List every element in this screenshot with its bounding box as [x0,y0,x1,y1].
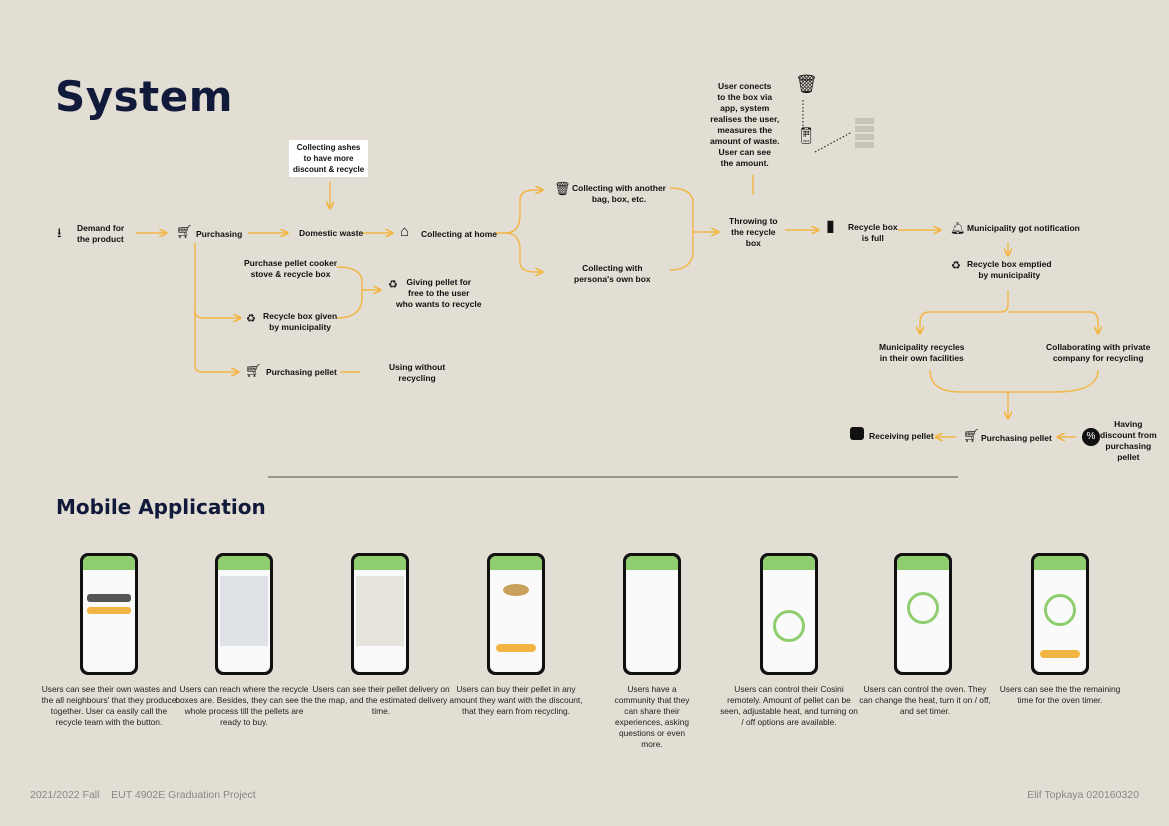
recycle-bin-icon: ♻ [246,313,256,325]
caption-2: Users can reach where the recycle boxes … [175,684,313,727]
flow-arrows [136,100,1169,480]
node-municipality-notification: Municipality got notification [967,223,1080,233]
phone-mockup-1 [80,553,138,675]
cart-icon: 🛒︎ [245,363,262,378]
cart-icon: 🛒︎ [963,428,980,443]
node-giving-pellet: Giving pellet for free to the user who w… [396,277,482,309]
phone-icon: 📱︎ [796,128,817,145]
phone-mockup-7 [894,553,952,675]
caption-5: Users have a community that they can sha… [614,684,690,749]
node-receiving-pellet: Receiving pellet [869,431,934,441]
node-using-without: Using without recycling [389,362,446,383]
node-collecting-another: Collecting with another bag, box, etc. [572,183,666,204]
node-box-given: Recycle box given by municipality [263,311,338,332]
node-collecting-home: Collecting at home [421,229,498,239]
caption-4: Users can buy their pellet in any amount… [449,684,583,716]
caption-1: Users can see their own wastes and the a… [41,684,177,727]
node-collaborating: Collaborating with private company for r… [1046,342,1151,363]
phone-mockup-3 [351,553,409,675]
node-having-discount: Having discount from purchasing pellet [1100,419,1157,462]
server-icon [855,118,874,150]
trash-icon: 🗑︎ [554,181,571,196]
recycle-icon: ♻ [951,260,961,272]
phone-mockup-2 [215,553,273,675]
caption-7: Users can control the oven. They can cha… [859,684,991,716]
note-collecting-ashes: Collecting ashes to have more discount &… [289,140,369,177]
node-purchasing: Purchasing [196,229,243,239]
caption-8: Users can see the the remaining time for… [999,684,1121,705]
node-user-connects: User conects to the box via app, system … [710,81,780,168]
mobile-app-title: Mobile Application [56,495,266,519]
phone-mockup-6 [760,553,818,675]
node-demand: Demand for the product [77,223,125,244]
bag-icon [850,427,864,440]
footer-right: Elif Topkaya 020160320 [1027,789,1139,801]
node-domestic-waste: Domestic waste [299,228,364,238]
caption-6: Users can control their Cosini remotely.… [720,684,858,727]
caption-3: Users can see their pellet delivery on t… [312,684,450,716]
node-purchasing-pellet: Purchasing pellet [266,367,337,377]
bell-icon: 🔔︎ [950,221,966,235]
section-divider [268,476,958,478]
system-title: System [55,72,233,121]
phone-mockup-4 [487,553,545,675]
discount-icon: % [1082,428,1100,446]
recycle-icon: ♻ [388,279,398,291]
download-icon: ⭳ [57,225,62,240]
recycle-bin-icon: 🗑︎ [795,74,818,94]
node-purchase-stove: Purchase pellet cooker stove & recycle b… [244,258,338,279]
node-municipality-recycles: Municipality recycles in their own facil… [879,342,965,363]
cart-icon: 🛒︎ [176,224,193,239]
bin-icon: ▮ [826,218,835,235]
node-box-full: Recycle box is full [848,222,898,243]
phone-mockup-8 [1031,553,1089,675]
footer-left: 2021/2022 Fall EUT 4902E Graduation Proj… [30,789,256,801]
node-collecting-own: Collecting with persona's own box [574,263,651,284]
node-throwing: Throwing to the recycle box [729,216,778,248]
home-icon: ⌂ [400,223,410,240]
phone-mockup-5 [623,553,681,675]
node-purchasing-pellet-2: Purchasing pellet [981,433,1052,443]
node-box-emptied: Recycle box emptied by municipality [967,259,1052,280]
